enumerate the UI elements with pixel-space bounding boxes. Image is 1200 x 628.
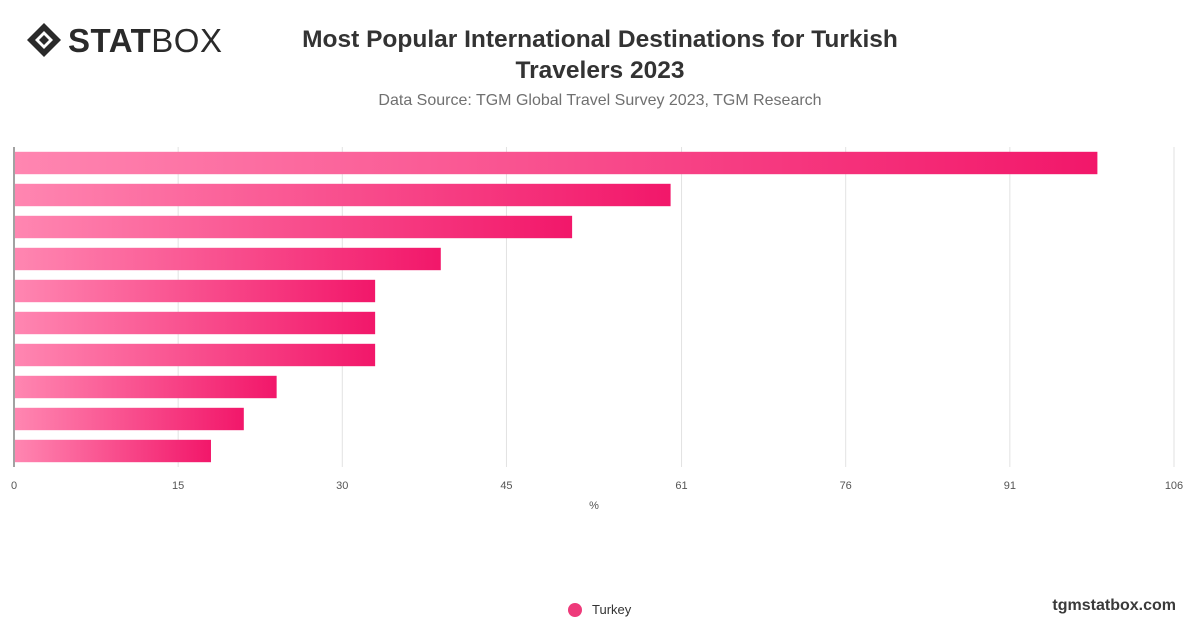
x-tick-label: 30	[336, 480, 348, 492]
legend-label: Turkey	[592, 602, 632, 617]
logo-text-bold: STAT	[68, 21, 152, 59]
x-tick-label: 91	[1004, 480, 1016, 492]
legend-marker	[568, 602, 582, 617]
chart-title: Most Popular International Destinations …	[302, 26, 898, 84]
bar[interactable]	[15, 407, 244, 431]
x-axis-ticks: 0 15 30 45 61 76 91 106	[11, 480, 1183, 492]
diamond-logo-icon	[27, 23, 61, 57]
bar-chart: 0 15 30 45 61 76 91 106 %	[11, 147, 1183, 512]
bar[interactable]	[15, 279, 376, 303]
logo-text-light: BOX	[151, 21, 223, 59]
bar[interactable]	[15, 183, 671, 207]
bar[interactable]	[15, 439, 211, 463]
source-credit: tgmstatbox.com	[1052, 597, 1176, 614]
bars	[15, 151, 1098, 463]
x-tick-label: 0	[11, 480, 17, 492]
x-tick-label: 106	[1165, 480, 1183, 492]
bar[interactable]	[15, 247, 441, 271]
bar[interactable]	[15, 311, 376, 335]
bar[interactable]	[15, 215, 573, 239]
bar[interactable]	[15, 151, 1098, 175]
statbox-logo: STATBOX	[26, 20, 222, 60]
x-tick-label: 76	[840, 480, 852, 492]
x-tick-label: 45	[500, 480, 512, 492]
chart-subtitle: Data Source: TGM Global Travel Survey 20…	[378, 92, 822, 109]
legend[interactable]: Turkey	[568, 602, 631, 617]
logo-wordmark: STATBOX	[68, 24, 222, 57]
x-tick-label: 15	[172, 480, 184, 492]
x-axis-label: %	[589, 500, 599, 512]
x-tick-label: 61	[675, 480, 687, 492]
bar[interactable]	[15, 343, 376, 367]
bar[interactable]	[15, 375, 277, 399]
